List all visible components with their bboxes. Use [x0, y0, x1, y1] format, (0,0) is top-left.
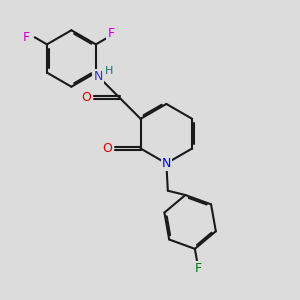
Text: F: F — [107, 27, 115, 40]
Text: N: N — [94, 70, 103, 83]
Text: F: F — [23, 31, 30, 44]
Text: O: O — [102, 142, 112, 155]
Text: O: O — [81, 91, 91, 104]
Text: N: N — [162, 157, 171, 170]
Text: H: H — [105, 66, 113, 76]
Text: F: F — [195, 262, 202, 275]
